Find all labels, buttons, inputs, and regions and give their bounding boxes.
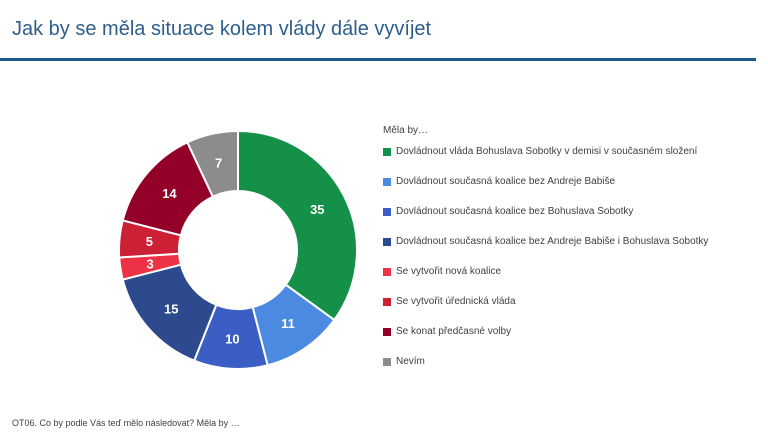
- page-title: Jak by se měla situace kolem vlády dále …: [12, 18, 432, 40]
- legend-swatch: [383, 358, 391, 366]
- legend-label: Se vytvořit úřednická vláda: [396, 296, 516, 307]
- legend-label: Dovládnout současná koalice bez Andreje …: [396, 236, 709, 247]
- slice-value-label: 3: [146, 256, 153, 271]
- slice-value-label: 35: [310, 202, 324, 217]
- legend-item: Nevím: [383, 355, 708, 369]
- legend-item: Se vytvořit úřednická vláda: [383, 295, 708, 309]
- legend-swatch: [383, 328, 391, 336]
- donut-slice: [237, 129, 358, 322]
- legend-item: Se vytvořit nová koalice: [383, 265, 708, 279]
- slice-value-label: 14: [162, 186, 177, 201]
- legend-label: Dovládnout vláda Bohuslava Sobotky v dem…: [396, 146, 698, 157]
- title-divider: [0, 58, 756, 61]
- slice-value-label: 10: [225, 331, 239, 346]
- legend-item: Dovládnout současná koalice bez Bohuslav…: [383, 205, 708, 219]
- legend-item: Dovládnout vláda Bohuslava Sobotky v dem…: [383, 145, 708, 159]
- legend-label: Nevím: [396, 356, 425, 367]
- legend-label: Se vytvořit nová koalice: [396, 266, 502, 277]
- legend-label: Dovládnout současná koalice bez Andreje …: [396, 176, 616, 187]
- slice-value-label: 5: [146, 234, 153, 249]
- legend-label: Se konat předčasné volby: [396, 326, 512, 337]
- slice-value-label: 7: [215, 156, 222, 171]
- donut-slice: [186, 129, 239, 198]
- slice-value-label: 11: [281, 316, 295, 331]
- legend-title: Měla by…: [383, 125, 429, 136]
- legend-swatch: [383, 208, 391, 216]
- legend-label: Dovládnout současná koalice bez Bohuslav…: [396, 206, 634, 217]
- legend-swatch: [383, 238, 391, 246]
- legend-swatch: [383, 148, 391, 156]
- legend-swatch: [383, 178, 391, 186]
- chart-legend: Měla by… Dovládnout vláda Bohuslava Sobo…: [383, 124, 708, 385]
- legend-item: Dovládnout současná koalice bez Andreje …: [383, 175, 708, 189]
- legend-item: Se konat předčasné volby: [383, 325, 708, 339]
- legend-swatch: [383, 298, 391, 306]
- question-footnote: OT06. Co by podle Vás teď mělo následova…: [12, 418, 240, 428]
- slice-value-label: 15: [164, 301, 178, 316]
- legend-item: Dovládnout současná koalice bez Andreje …: [383, 235, 708, 249]
- legend-swatch: [383, 268, 391, 276]
